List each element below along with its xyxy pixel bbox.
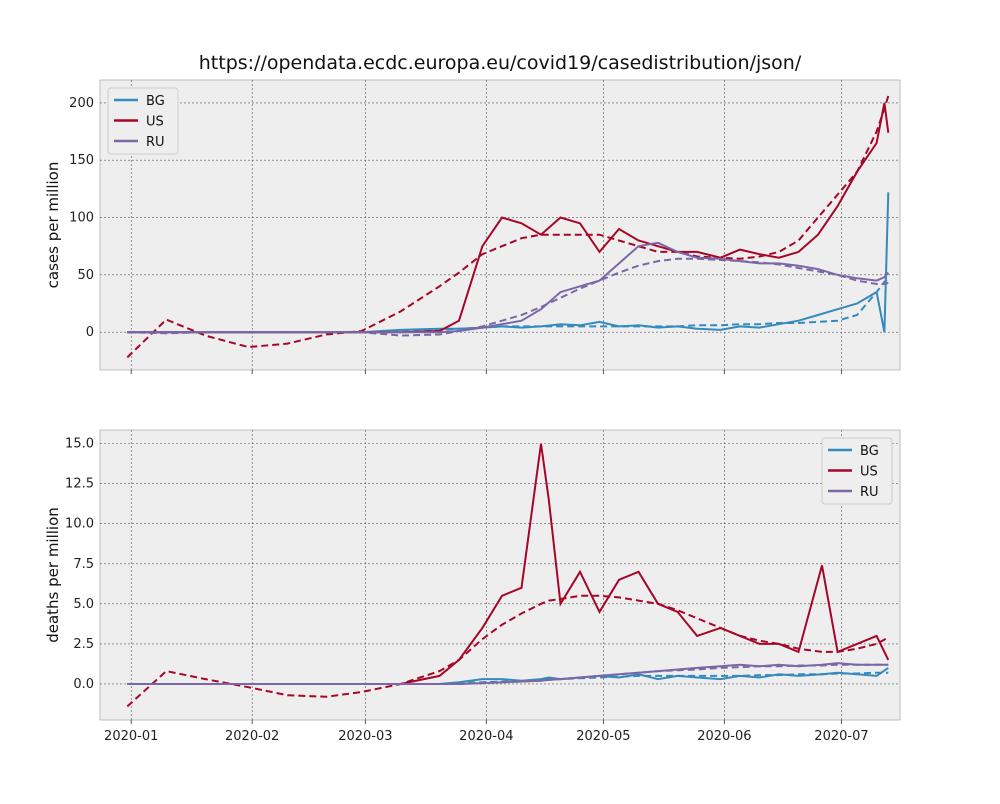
chart-panel-1: 0 50 100 150 200 cases per million BG US RU: [44, 79, 901, 374]
legend-box: [107, 87, 179, 155]
legend-box: [821, 437, 893, 505]
x-tick-label: 2020-01: [104, 729, 158, 744]
figure-title: https://opendata.ecdc.europa.eu/covid19/…: [198, 52, 802, 74]
y-tick-label: 12.5: [65, 477, 94, 492]
y-axis-label: deaths per million: [44, 507, 62, 643]
x-tick-label: 2020-03: [338, 729, 392, 744]
x-tick-label: 2020-06: [697, 729, 751, 744]
y-tick-label: 50: [77, 268, 94, 283]
y-tick-label: 0: [86, 325, 94, 340]
x-tick-label: 2020-05: [576, 729, 630, 744]
chart-panel-2: 0.0 2.5 5.0 7.5 10.0 12.5 15.0 2020-01 2020-02 20…: [44, 429, 901, 744]
legend-label-us: US: [146, 115, 164, 130]
y-axis-label: cases per million: [44, 162, 62, 289]
legend-label-ru: RU: [860, 485, 879, 500]
y-tick-label: 2.5: [73, 637, 94, 652]
legend-label-bg: BG: [146, 94, 165, 109]
legend-label-us: US: [860, 465, 878, 480]
y-tick-label: 7.5: [73, 557, 94, 572]
legend-label-ru: RU: [146, 135, 165, 150]
legend-label-bg: BG: [860, 444, 879, 459]
y-tick-label: 5.0: [73, 597, 94, 612]
legend: BG US RU: [821, 437, 893, 505]
y-tick-label: 200: [69, 96, 94, 111]
x-tick-label: 2020-02: [225, 729, 279, 744]
y-tick-label: 100: [69, 211, 94, 226]
series-trend-ru: [127, 257, 889, 337]
legend: BG US RU: [107, 87, 179, 155]
x-tick-label: 2020-04: [459, 729, 513, 744]
plot-area: [99, 429, 901, 721]
series-trend-ru: [127, 663, 889, 685]
y-tick-label: 15.0: [65, 437, 94, 452]
x-tick-label: 2020-07: [814, 729, 868, 744]
y-tick-label: 150: [69, 153, 94, 168]
series-trend-us: [126, 594, 889, 708]
series-trend-us: [126, 95, 890, 359]
y-tick-label: 10.0: [65, 517, 94, 532]
y-tick-label: 0.0: [73, 677, 94, 692]
